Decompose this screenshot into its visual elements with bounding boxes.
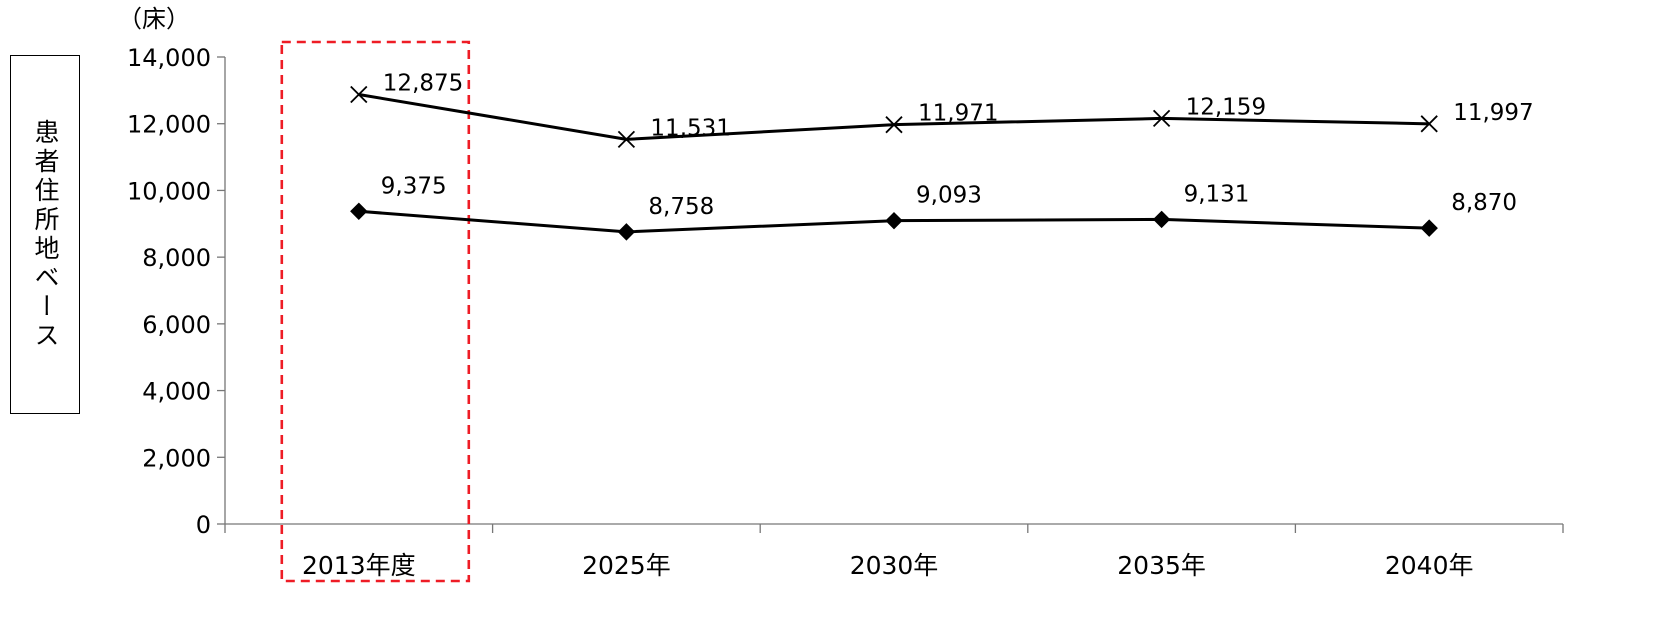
marker-stroke [1152, 109, 1171, 128]
y-tick-label: 4,000 [142, 378, 211, 406]
data-label: 11,997 [1453, 100, 1533, 126]
data-point-x-marker [350, 85, 368, 104]
y-axis-label-box: 患者住所地ベース [10, 55, 80, 414]
highlight-layer [280, 40, 471, 583]
highlight-dashed-box [280, 40, 471, 583]
x-tick-label: 2035年 [1117, 551, 1206, 580]
data-point-diamond-marker [885, 211, 903, 230]
y-tick-label: 10,000 [127, 177, 211, 205]
data-point-diamond-marker [1420, 219, 1438, 237]
data-label: 8,870 [1451, 190, 1517, 216]
data-label: 11,971 [918, 101, 998, 127]
marker-stroke [885, 116, 903, 134]
y-axis-label: 患者住所地ベース [31, 118, 60, 351]
data-label: 9,375 [381, 173, 447, 199]
x-tick-label: 2013年度 [302, 551, 416, 580]
data-label: 12,159 [1186, 94, 1266, 120]
data-label: 12,875 [383, 71, 463, 97]
marker-stroke [350, 85, 368, 104]
y-tick-label: 6,000 [142, 311, 211, 339]
x-tick-label: 2025年 [582, 551, 671, 580]
data-point-x-marker [1420, 115, 1438, 133]
data-label: 8,758 [648, 194, 714, 220]
y-tick-label: 2,000 [142, 444, 211, 472]
data-point-x-marker [885, 116, 903, 134]
y-unit-label: （床） [118, 5, 190, 33]
marker-stroke [617, 130, 636, 148]
y-tick-label: 12,000 [127, 111, 211, 139]
x-tick-label: 2040年 [1385, 551, 1474, 580]
data-label-layer: 12,875 11,531 11,971 12,159 11,997 9,375 8,758… [381, 71, 1534, 220]
data-point-diamond-marker [1152, 210, 1171, 229]
data-point-diamond-marker [617, 223, 636, 241]
marker-stroke [1420, 115, 1438, 133]
y-tick-label: 8,000 [142, 244, 211, 272]
data-label: 9,093 [916, 183, 982, 209]
x-tick-label: 2030年 [850, 551, 939, 580]
data-label: 11,531 [650, 115, 730, 141]
axes-layer: 0 2,000 4,000 6,000 8,000 10,000 12,000 14,000 2… [127, 44, 1564, 580]
data-point-diamond-marker [350, 202, 368, 220]
series-line [358, 93, 1430, 141]
data-point-x-marker [1152, 109, 1171, 128]
y-tick-label: 0 [196, 511, 211, 539]
series-layer [350, 85, 1438, 241]
y-tick-label: 14,000 [127, 44, 211, 72]
data-label: 9,131 [1184, 181, 1250, 207]
data-point-x-marker [617, 130, 636, 148]
